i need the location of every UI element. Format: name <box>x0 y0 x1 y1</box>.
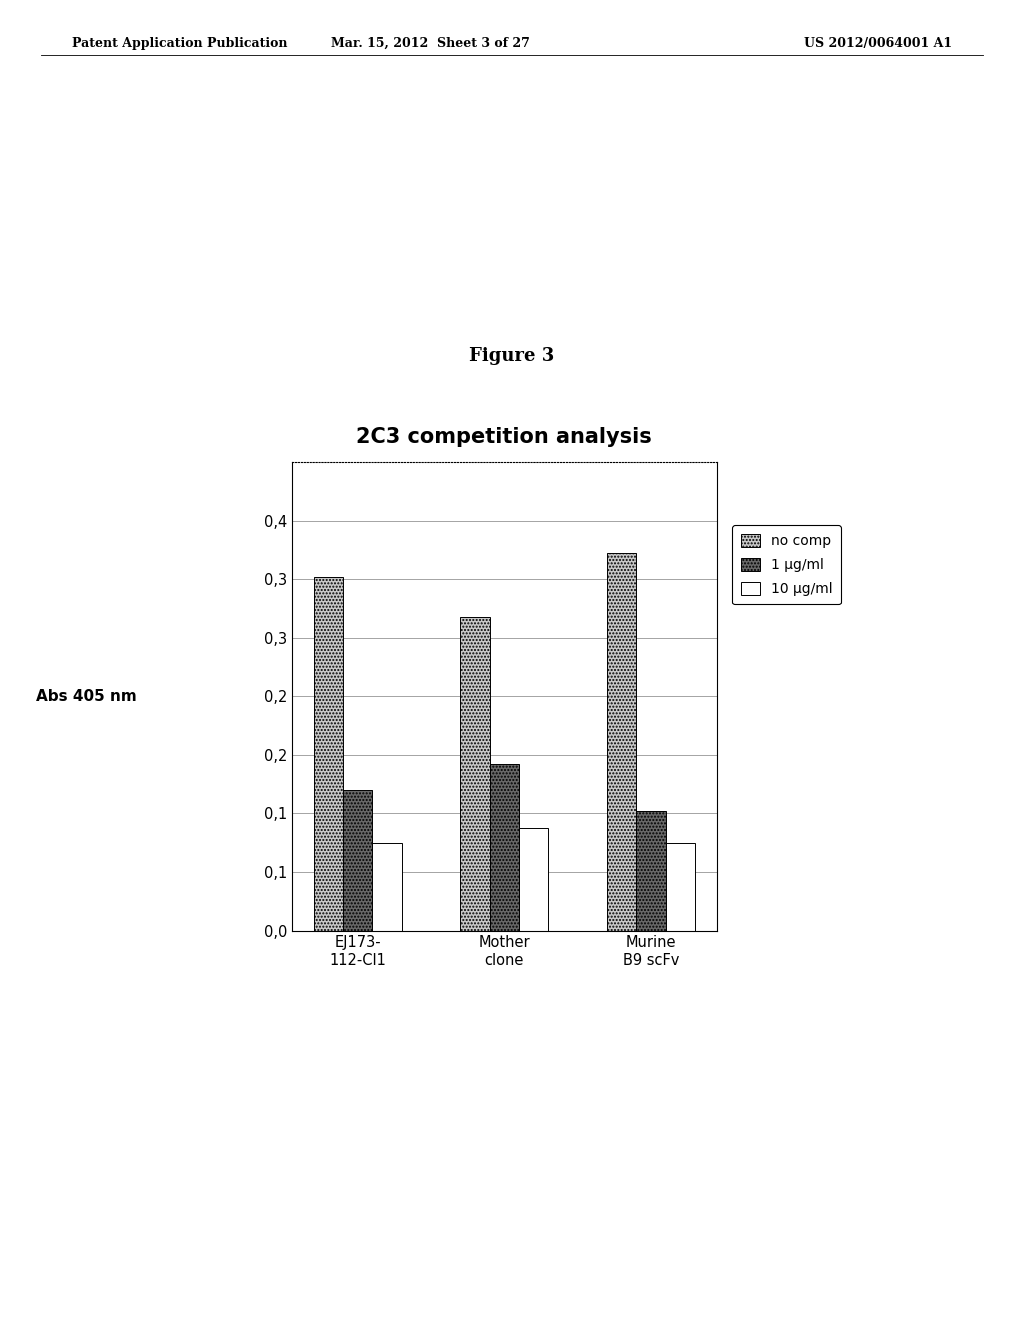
Title: 2C3 competition analysis: 2C3 competition analysis <box>356 426 652 446</box>
Text: Abs 405 nm: Abs 405 nm <box>36 689 136 705</box>
Legend: no comp, 1 µg/ml, 10 µg/ml: no comp, 1 µg/ml, 10 µg/ml <box>732 525 841 605</box>
Bar <box>313 577 343 931</box>
Text: Mar. 15, 2012  Sheet 3 of 27: Mar. 15, 2012 Sheet 3 of 27 <box>331 37 529 50</box>
Bar <box>343 789 373 931</box>
Bar <box>489 764 519 931</box>
Text: Patent Application Publication: Patent Application Publication <box>72 37 287 50</box>
Bar <box>636 810 666 931</box>
Text: Figure 3: Figure 3 <box>469 347 555 366</box>
Bar <box>519 828 548 931</box>
Bar <box>461 616 489 931</box>
Bar <box>666 842 695 931</box>
Text: US 2012/0064001 A1: US 2012/0064001 A1 <box>804 37 952 50</box>
Bar <box>607 553 636 931</box>
Bar <box>373 842 401 931</box>
